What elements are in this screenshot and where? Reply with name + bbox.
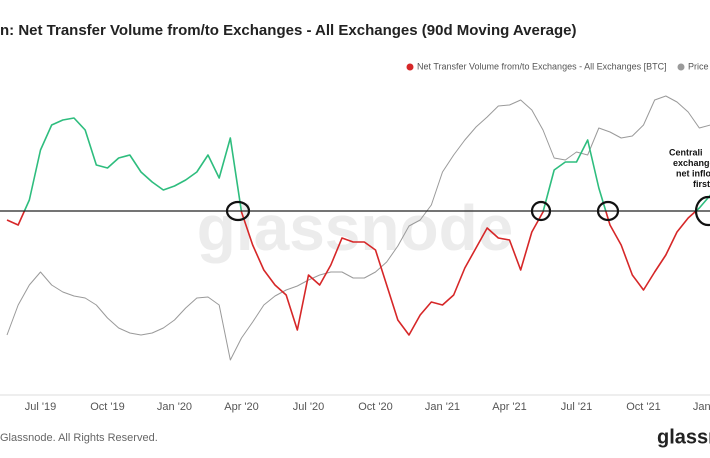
highlight-circle <box>225 200 251 222</box>
highlight-circle <box>694 195 710 227</box>
price-line <box>6 95 710 361</box>
logo: glassnode <box>657 426 710 448</box>
annotation: net inflow <box>676 168 710 178</box>
legend-label: Net Transfer Volume from/to Exchanges - … <box>417 61 667 71</box>
x-tick-label: Jan '21 <box>425 401 460 413</box>
plot-area <box>0 95 710 361</box>
x-tick-label: Jan '20 <box>157 401 192 413</box>
watermark: glassnode <box>197 192 514 264</box>
annotation: Centrali <box>669 147 703 157</box>
x-tick-label: Oct '20 <box>358 401 393 413</box>
x-tick-label: Oct '19 <box>90 401 125 413</box>
x-tick-label: Jul '19 <box>25 401 56 413</box>
x-tick-label: Jul '21 <box>561 401 592 413</box>
annotation: exchange <box>673 158 710 168</box>
legend-label: Price <box>688 61 709 71</box>
highlight-circle <box>530 200 552 222</box>
legend-marker <box>406 63 414 71</box>
x-tick-label: Apr '21 <box>492 401 527 413</box>
x-tick-label: Apr '20 <box>224 401 259 413</box>
net-flow-line <box>6 117 710 336</box>
highlight-circle <box>596 200 620 222</box>
x-tick-label: Jul '20 <box>293 401 324 413</box>
legend-marker <box>677 63 685 71</box>
annotation: first <box>693 179 710 189</box>
x-tick-label: Jan '22 <box>693 401 710 413</box>
x-tick-label: Oct '21 <box>626 401 661 413</box>
chart-title: n: Net Transfer Volume from/to Exchanges… <box>0 22 577 39</box>
copyright: Glassnode. All Rights Reserved. <box>0 432 158 444</box>
